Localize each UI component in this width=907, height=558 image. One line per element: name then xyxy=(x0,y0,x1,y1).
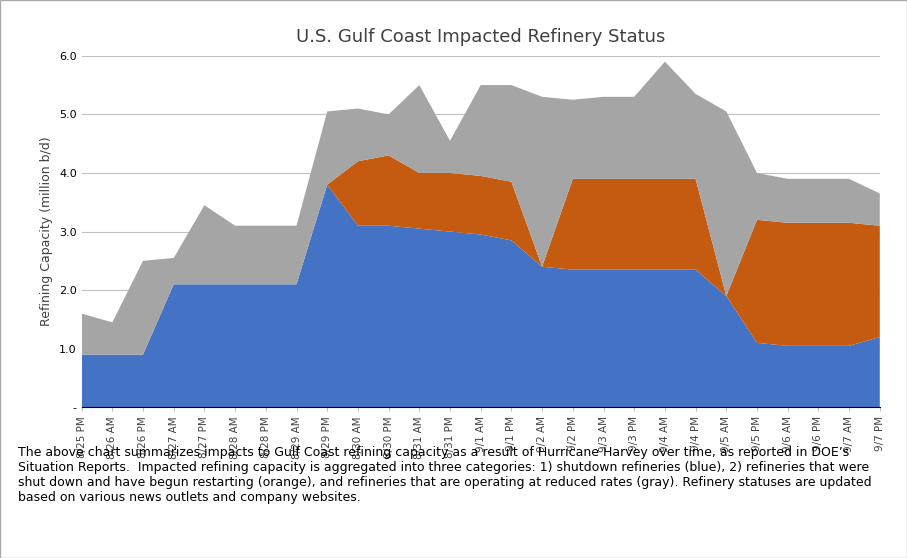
Title: U.S. Gulf Coast Impacted Refinery Status: U.S. Gulf Coast Impacted Refinery Status xyxy=(296,28,666,46)
Text: The above chart summarizes impacts to Gulf Coast refining capacity as a result o: The above chart summarizes impacts to Gu… xyxy=(18,446,872,504)
Y-axis label: Refining Capacity (million b/d): Refining Capacity (million b/d) xyxy=(41,137,54,326)
